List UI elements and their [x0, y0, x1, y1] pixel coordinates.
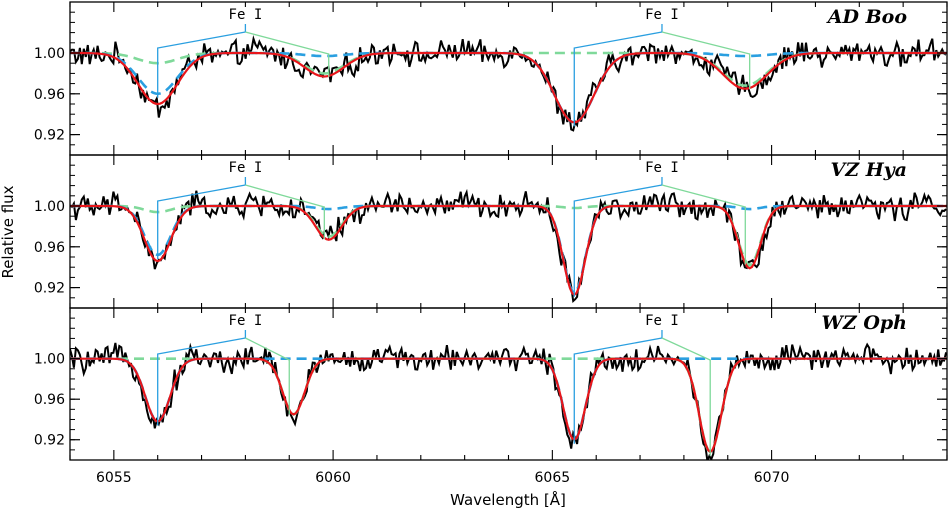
combined-fit — [70, 357, 947, 454]
primary-component — [70, 357, 947, 442]
panel-0: Fe I Fe I AD Boo 0.92 0.96 1.00 — [34, 1, 948, 156]
fe-marker-secondary — [661, 31, 751, 89]
x-tick-label: 6060 — [315, 470, 351, 486]
panel-frame — [69, 307, 948, 461]
y-tick-label: 1.00 — [34, 46, 65, 62]
y-tick-label: 0.96 — [34, 240, 65, 256]
fe-marker-secondary — [245, 337, 290, 415]
y-tick-label: 0.92 — [34, 128, 65, 144]
panel-2: Fe I Fe I WZ Oph 0.92 0.96 1.00 — [34, 307, 948, 461]
y-tick-label: 0.96 — [34, 87, 65, 103]
panel-frame — [69, 1, 948, 156]
primary-component — [70, 204, 947, 295]
secondary-component — [70, 204, 947, 267]
x-axis-ticks: 6055 6060 6065 6070 — [96, 470, 789, 486]
x-axis-label: Wavelength [Å] — [450, 490, 566, 509]
star-label: WZ Oph — [822, 312, 907, 334]
fe-line-label: Fe I — [645, 160, 679, 176]
fe-marker-secondary — [245, 184, 325, 239]
star-label: VZ Hya — [830, 159, 907, 181]
combined-fit — [70, 51, 947, 124]
observed-spectrum — [70, 35, 947, 132]
fe-marker-primary — [157, 337, 246, 426]
panel-1: Fe I Fe I VZ Hya 0.92 0.96 1.00 — [34, 154, 948, 309]
fe-marker-secondary — [661, 184, 746, 265]
fe-marker-secondary — [245, 31, 330, 77]
fe-marker-primary — [573, 337, 663, 444]
y-tick-label: 0.96 — [34, 392, 65, 408]
y-tick-label: 0.92 — [34, 281, 65, 297]
y-tick-label: 1.00 — [34, 199, 65, 215]
y-tick-label: 1.00 — [34, 352, 65, 368]
fe-marker-primary — [573, 184, 663, 297]
panel-frame — [69, 154, 948, 309]
secondary-component — [70, 357, 947, 454]
x-tick-label: 6055 — [96, 470, 132, 486]
y-tick-label: 0.92 — [34, 433, 65, 449]
fe-marker-primary — [157, 31, 246, 98]
x-tick-label: 6070 — [754, 470, 790, 486]
y-axis-label: Relative flux — [0, 185, 17, 278]
fe-line-label: Fe I — [229, 313, 263, 329]
combined-fit — [70, 204, 947, 297]
fe-marker-primary — [157, 184, 246, 259]
star-label: AD Boo — [826, 6, 908, 28]
fe-line-label: Fe I — [229, 160, 263, 176]
primary-component — [70, 51, 947, 124]
x-tick-label: 6065 — [535, 470, 571, 486]
fe-line-label: Fe I — [645, 313, 679, 329]
fe-line-label: Fe I — [229, 7, 263, 23]
fe-marker-primary — [573, 31, 663, 127]
fe-marker-secondary — [661, 337, 711, 456]
observed-spectrum — [70, 342, 947, 460]
fe-line-label: Fe I — [645, 7, 679, 23]
panels-group: Fe I Fe I AD Boo 0.92 0.96 1.00 Fe I Fe I VZ Hya… — [34, 1, 948, 461]
